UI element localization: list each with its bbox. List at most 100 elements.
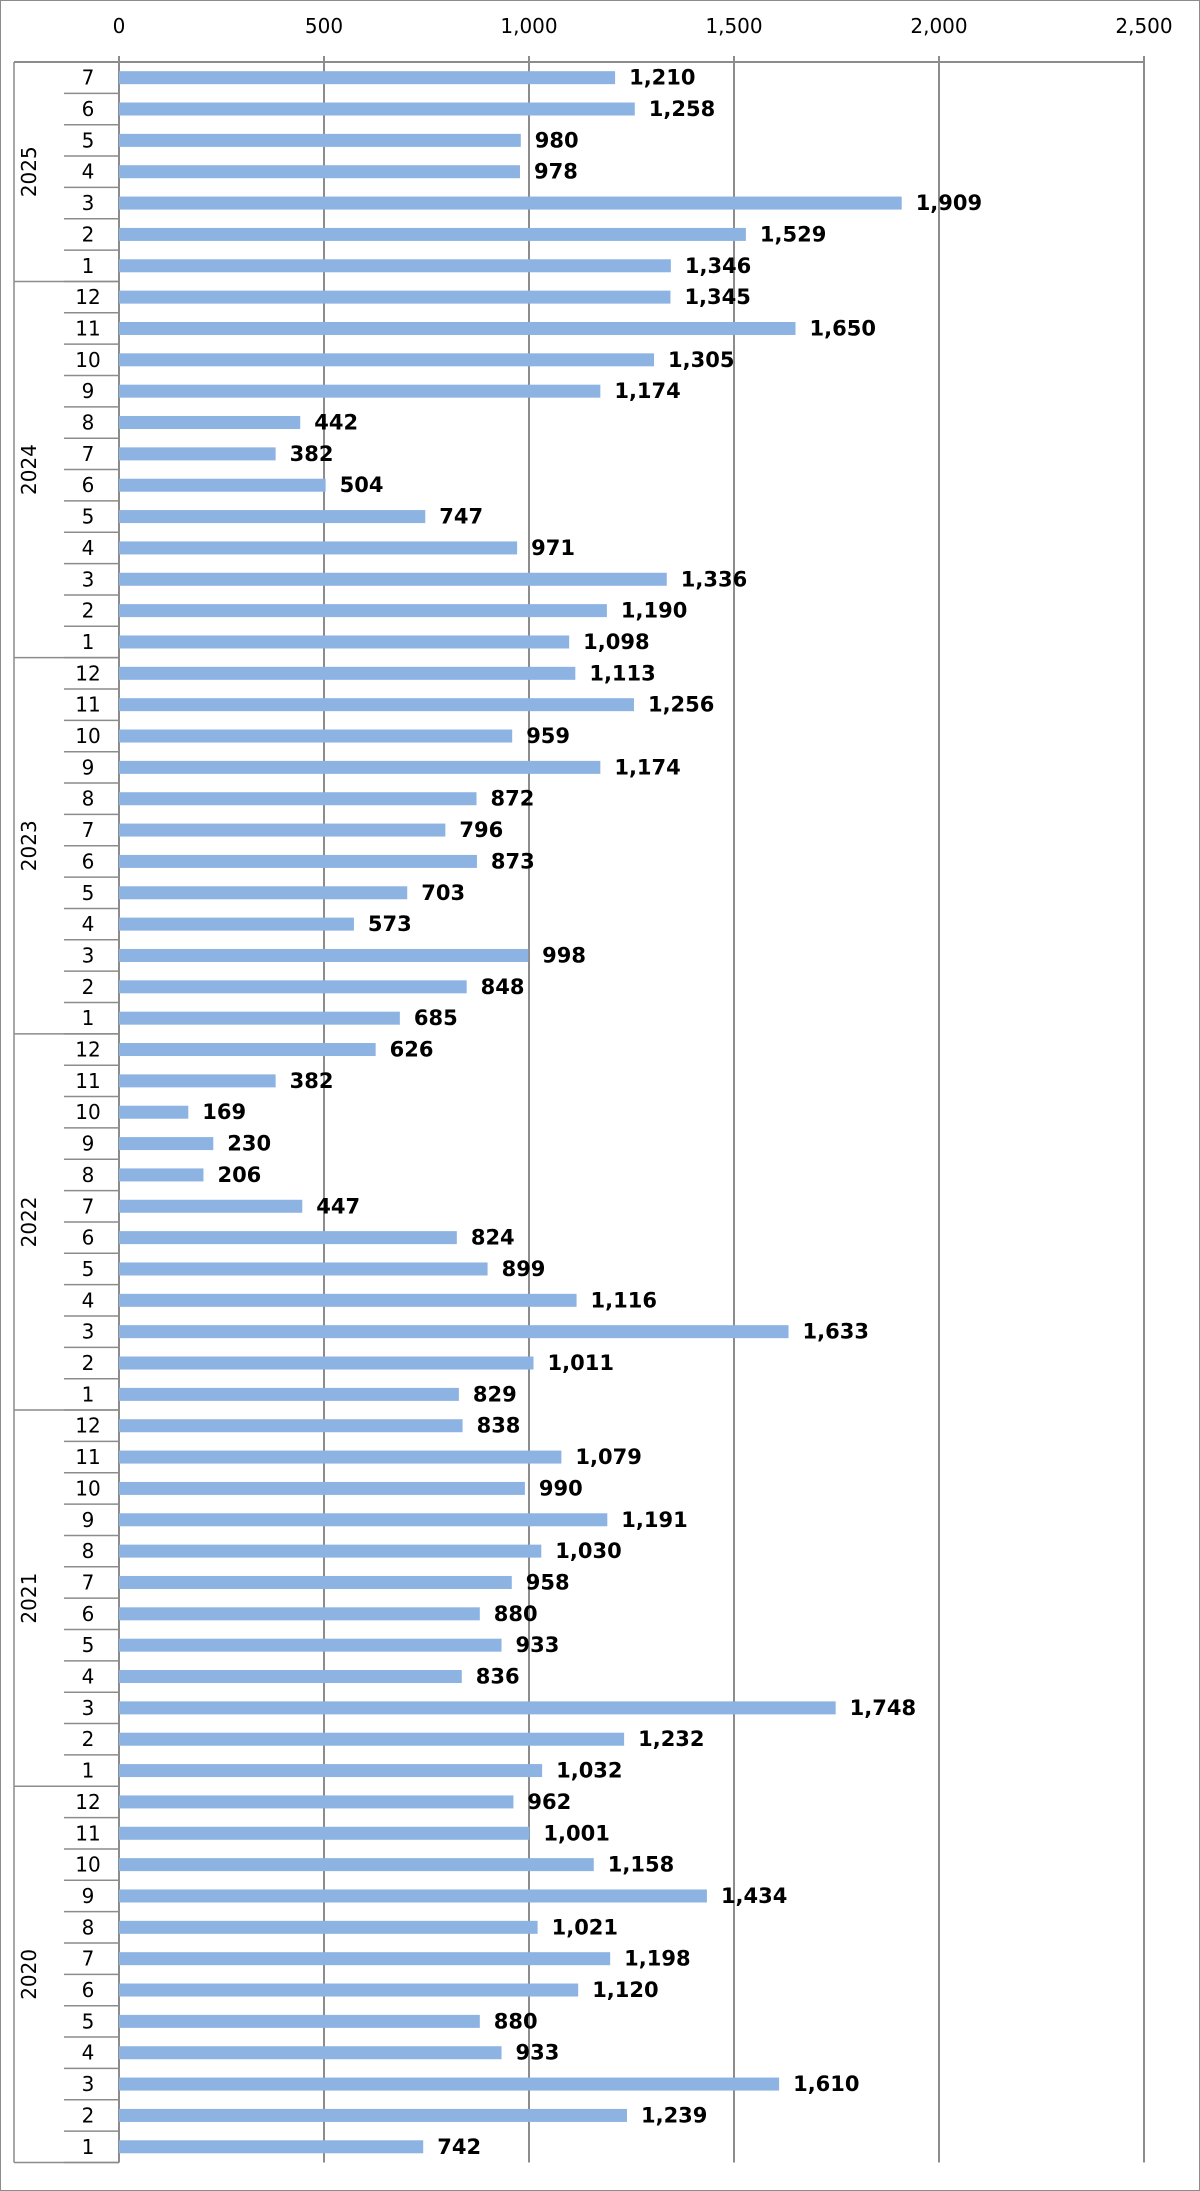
month-label: 7 [82, 442, 95, 466]
bar [119, 1450, 562, 1464]
month-label: 9 [82, 1508, 95, 1532]
month-label: 9 [82, 379, 95, 403]
bar [119, 478, 326, 492]
month-label: 6 [82, 97, 95, 121]
bar [119, 1826, 530, 1840]
month-label: 10 [75, 348, 100, 372]
bar [119, 1764, 543, 1778]
data-label: 959 [526, 724, 570, 748]
month-label: 10 [75, 1100, 100, 1124]
bar [119, 2014, 480, 2028]
bar [119, 1732, 625, 1746]
year-label: 2021 [17, 1573, 41, 1624]
bar [119, 1952, 611, 1966]
bar [119, 980, 467, 994]
month-label: 7 [82, 1947, 95, 1971]
month-label: 12 [75, 1038, 100, 1062]
data-label: 971 [531, 536, 575, 560]
bar [119, 1293, 577, 1307]
data-label: 1,909 [916, 191, 982, 215]
bar [119, 604, 607, 618]
x-tick-label: 1,000 [500, 14, 557, 38]
month-label: 5 [82, 128, 95, 152]
month-label: 12 [75, 1414, 100, 1438]
month-label: 8 [82, 411, 95, 435]
month-label: 2 [82, 222, 95, 246]
month-label: 9 [82, 755, 95, 779]
bar [119, 635, 570, 649]
data-label: 1,079 [575, 1445, 641, 1469]
month-label: 1 [82, 1382, 95, 1406]
data-label: 169 [202, 1100, 246, 1124]
data-label: 685 [414, 1006, 458, 1030]
data-label: 1,529 [760, 222, 826, 246]
data-label: 899 [502, 1257, 546, 1281]
bar [119, 1670, 462, 1684]
x-tick-label: 1,500 [705, 14, 762, 38]
data-label: 230 [227, 1132, 271, 1156]
data-label: 382 [290, 1069, 334, 1093]
month-label: 6 [82, 1226, 95, 1250]
month-label: 12 [75, 1790, 100, 1814]
data-label: 1,232 [638, 1727, 704, 1751]
bar [119, 2077, 780, 2091]
month-label: 6 [82, 1602, 95, 1626]
x-tick-label: 2,000 [910, 14, 967, 38]
data-label: 447 [316, 1194, 360, 1218]
bar [119, 1325, 789, 1339]
data-label: 829 [473, 1382, 517, 1406]
month-label: 3 [82, 1320, 95, 1344]
data-label: 962 [527, 1790, 571, 1814]
bar [119, 447, 276, 461]
month-label: 7 [82, 66, 95, 90]
month-label: 3 [82, 2072, 95, 2096]
bar [119, 2108, 627, 2122]
data-label: 1,610 [793, 2072, 859, 2096]
month-label: 5 [82, 1257, 95, 1281]
data-label: 382 [290, 442, 334, 466]
bar [119, 1105, 189, 1119]
month-label: 5 [82, 1633, 95, 1657]
bar [119, 1701, 836, 1715]
month-label: 11 [75, 316, 100, 340]
data-label: 980 [535, 128, 579, 152]
year-label: 2022 [17, 1196, 41, 1247]
bar [119, 729, 513, 743]
month-label: 1 [82, 1006, 95, 1030]
data-label: 836 [476, 1665, 520, 1689]
bar [119, 1920, 538, 1934]
month-label: 5 [82, 505, 95, 529]
year-label: 2024 [17, 444, 41, 495]
bar [119, 760, 601, 774]
data-label: 742 [437, 2135, 481, 2159]
data-label: 1,346 [685, 254, 751, 278]
bar [119, 321, 796, 335]
month-label: 1 [82, 630, 95, 654]
month-label: 7 [82, 1570, 95, 1594]
data-label: 626 [390, 1038, 434, 1062]
bar [119, 227, 746, 241]
x-tick-label: 0 [113, 14, 126, 38]
month-label: 1 [82, 1759, 95, 1783]
data-label: 1,030 [555, 1539, 621, 1563]
data-label: 990 [539, 1476, 583, 1500]
bar [119, 1513, 608, 1527]
month-label: 3 [82, 943, 95, 967]
data-label: 1,174 [614, 379, 680, 403]
label-layer: 0 500 1,000 1,500 2,000 2,500 7 1,210 6 1,258 5 980… [17, 14, 1173, 2159]
month-label: 2 [82, 975, 95, 999]
bar [119, 572, 667, 586]
data-label: 1,001 [543, 1821, 609, 1845]
data-label: 747 [439, 505, 483, 529]
data-label: 1,239 [641, 2103, 707, 2127]
year-label: 2020 [17, 1949, 41, 2000]
data-label: 838 [477, 1414, 521, 1438]
bar [119, 1387, 459, 1401]
data-label: 703 [421, 881, 465, 905]
bar [119, 1481, 525, 1495]
data-label: 206 [217, 1163, 261, 1187]
data-label: 1,032 [556, 1759, 622, 1783]
month-label: 10 [75, 724, 100, 748]
month-label: 11 [75, 1069, 100, 1093]
